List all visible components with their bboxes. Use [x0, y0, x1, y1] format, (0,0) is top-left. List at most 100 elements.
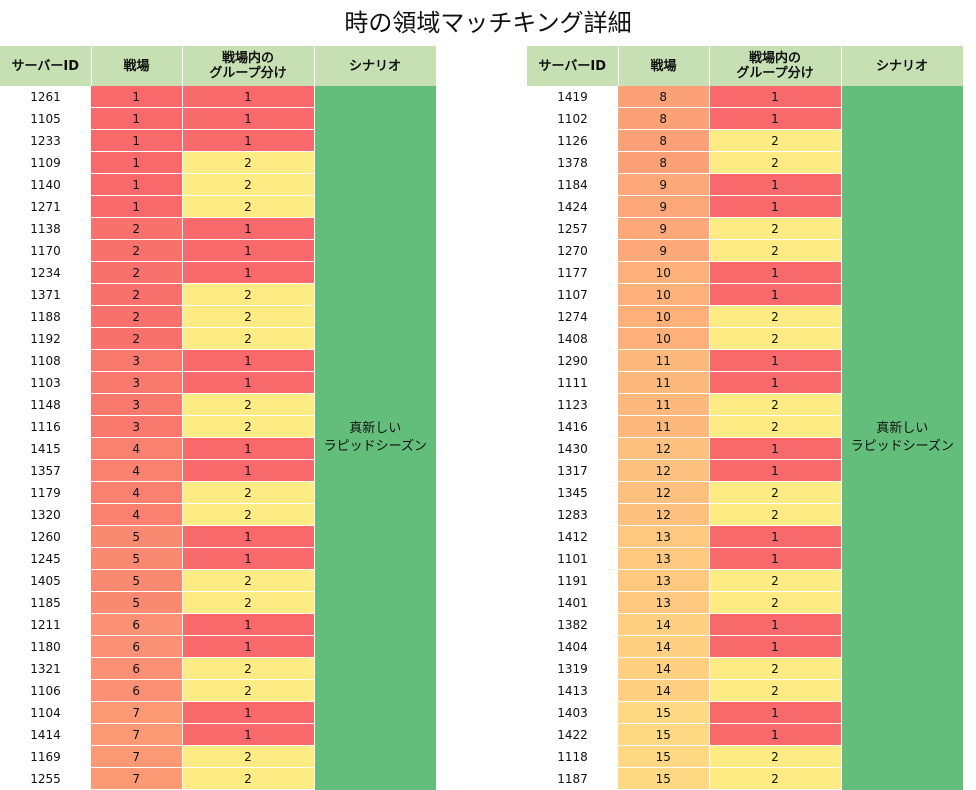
- table-row: 1378 8 2: [527, 151, 963, 174]
- table-row: 1105 1 1: [0, 107, 436, 130]
- battlefield-cell: 2: [91, 261, 183, 284]
- table-row: 1382 14 1: [527, 613, 963, 636]
- server-id-cell: 1401: [527, 591, 618, 614]
- server-id-cell: 1179: [0, 481, 91, 504]
- table-row: 1211 6 1: [0, 613, 436, 636]
- battlefield-cell: 8: [618, 86, 710, 108]
- group-cell: 1: [709, 437, 842, 460]
- header-group: 戦場内の グループ分け: [182, 46, 315, 86]
- group-cell: 2: [709, 591, 842, 614]
- table-row: 1401 13 2: [527, 591, 963, 614]
- battlefield-cell: 7: [91, 767, 183, 790]
- battlefield-cell: 3: [91, 393, 183, 416]
- battlefield-cell: 6: [91, 635, 183, 658]
- table-row: 1116 3 2: [0, 415, 436, 438]
- battlefield-cell: 11: [618, 371, 710, 394]
- table-row: 1138 2 1: [0, 217, 436, 240]
- server-id-cell: 1169: [0, 745, 91, 768]
- battlefield-cell: 9: [618, 217, 710, 240]
- battlefield-cell: 3: [91, 349, 183, 372]
- server-id-cell: 1148: [0, 393, 91, 416]
- table-row: 1424 9 1: [527, 195, 963, 218]
- group-cell: 2: [709, 745, 842, 768]
- server-id-cell: 1274: [527, 305, 618, 328]
- battlefield-cell: 2: [91, 217, 183, 240]
- battlefield-cell: 6: [91, 657, 183, 680]
- group-cell: 1: [709, 349, 842, 372]
- table-row: 1290 11 1: [527, 349, 963, 372]
- scenario-cell: 真新しい ラピッドシーズン: [841, 86, 963, 790]
- group-cell: 1: [182, 129, 315, 152]
- group-cell: 2: [182, 679, 315, 702]
- battlefield-cell: 10: [618, 305, 710, 328]
- group-cell: 2: [709, 415, 842, 438]
- table-row: 1260 5 1: [0, 525, 436, 548]
- battlefield-cell: 5: [91, 569, 183, 592]
- group-cell: 1: [182, 217, 315, 240]
- group-cell: 1: [709, 701, 842, 724]
- group-cell: 1: [709, 371, 842, 394]
- table-row: 1108 3 1: [0, 349, 436, 372]
- server-id-cell: 1105: [0, 107, 91, 130]
- battlefield-cell: 9: [618, 173, 710, 196]
- server-id-cell: 1192: [0, 327, 91, 350]
- server-id-cell: 1422: [527, 723, 618, 746]
- table-row: 1111 11 1: [527, 371, 963, 394]
- battlefield-cell: 10: [618, 261, 710, 284]
- group-cell: 2: [182, 591, 315, 614]
- server-id-cell: 1185: [0, 591, 91, 614]
- table-row: 1274 10 2: [527, 305, 963, 328]
- server-id-cell: 1320: [0, 503, 91, 526]
- group-cell: 2: [182, 657, 315, 680]
- group-cell: 1: [709, 459, 842, 482]
- server-id-cell: 1191: [527, 569, 618, 592]
- group-cell: 1: [709, 173, 842, 196]
- battlefield-cell: 12: [618, 459, 710, 482]
- header-server-id: サーバーID: [527, 46, 619, 86]
- table-row: 1257 9 2: [527, 217, 963, 240]
- group-cell: 1: [709, 613, 842, 636]
- battlefield-cell: 2: [91, 327, 183, 350]
- server-id-cell: 1109: [0, 151, 91, 174]
- server-id-cell: 1126: [527, 129, 618, 152]
- server-id-cell: 1257: [527, 217, 618, 240]
- group-cell: 2: [182, 305, 315, 328]
- table-row: 1177 10 1: [527, 261, 963, 284]
- group-cell: 2: [709, 151, 842, 174]
- table-row: 1180 6 1: [0, 635, 436, 658]
- battlefield-cell: 14: [618, 613, 710, 636]
- battlefield-cell: 8: [618, 129, 710, 152]
- header-group-line1: 戦場内の: [221, 51, 274, 66]
- battlefield-cell: 13: [618, 569, 710, 592]
- table-row: 1234 2 1: [0, 261, 436, 284]
- server-id-cell: 1123: [527, 393, 618, 416]
- group-cell: 1: [709, 635, 842, 658]
- battlefield-cell: 6: [91, 613, 183, 636]
- battlefield-cell: 12: [618, 503, 710, 526]
- group-cell: 2: [182, 767, 315, 790]
- table-body-right: 1419 8 1 真新しい ラピッドシーズン 1102 8 1 1126 8 2 1378 8 2 1184…: [527, 86, 963, 790]
- group-cell: 1: [182, 635, 315, 658]
- battlefield-cell: 15: [618, 701, 710, 724]
- table-row: 1317 12 1: [527, 459, 963, 482]
- header-server-id: サーバーID: [0, 46, 92, 86]
- table-row: 1430 12 1: [527, 437, 963, 460]
- battlefield-cell: 7: [91, 745, 183, 768]
- battlefield-cell: 9: [618, 195, 710, 218]
- table-row: 1413 14 2: [527, 679, 963, 702]
- server-id-cell: 1321: [0, 657, 91, 680]
- battlefield-cell: 15: [618, 723, 710, 746]
- battlefield-cell: 13: [618, 525, 710, 548]
- server-id-cell: 1405: [0, 569, 91, 592]
- battlefield-cell: 10: [618, 283, 710, 306]
- battlefield-cell: 1: [91, 151, 183, 174]
- battlefield-cell: 3: [91, 415, 183, 438]
- table-row: 1345 12 2: [527, 481, 963, 504]
- table-row: 1404 14 1: [527, 635, 963, 658]
- header-scenario: シナリオ: [841, 46, 964, 86]
- table-row: 1140 1 2: [0, 173, 436, 196]
- table-row: 1185 5 2: [0, 591, 436, 614]
- server-id-cell: 1116: [0, 415, 91, 438]
- battlefield-cell: 2: [91, 239, 183, 262]
- battlefield-cell: 4: [91, 503, 183, 526]
